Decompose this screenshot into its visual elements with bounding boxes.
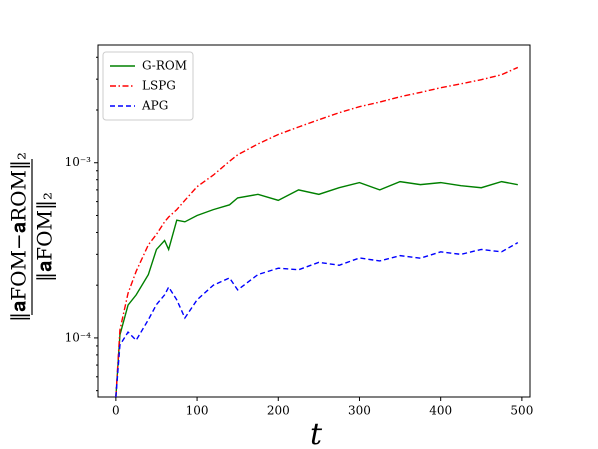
plot-frame [97,44,531,398]
y-label-denominator: ‖𝐚FOM‖₂ [33,192,58,282]
line-series [115,66,519,398]
legend-box [102,51,194,121]
y-tick-label: 10⁻⁴ [65,330,92,344]
line-series [115,180,518,398]
x-tick-label: 500 [510,404,533,418]
y-tick-label: 10⁻³ [65,155,92,169]
legend-label: APG [141,99,168,113]
y-label-numerator: ‖𝐚FOM−𝐚ROM‖₂ [7,152,32,322]
line-series [115,242,519,398]
x-tick-label: 200 [267,404,290,418]
x-axis-label: t [310,417,323,449]
legend-label: LSPG [142,79,176,93]
y-axis-label: ‖𝐚FOM−𝐚ROM‖₂ ‖𝐚FOM‖₂ [7,152,58,322]
x-tick-label: 0 [112,404,120,418]
x-tick-label: 400 [429,404,452,418]
x-tick-label: 300 [348,404,371,418]
x-tick-label: 100 [186,404,209,418]
legend-label: G-ROM [142,59,187,73]
